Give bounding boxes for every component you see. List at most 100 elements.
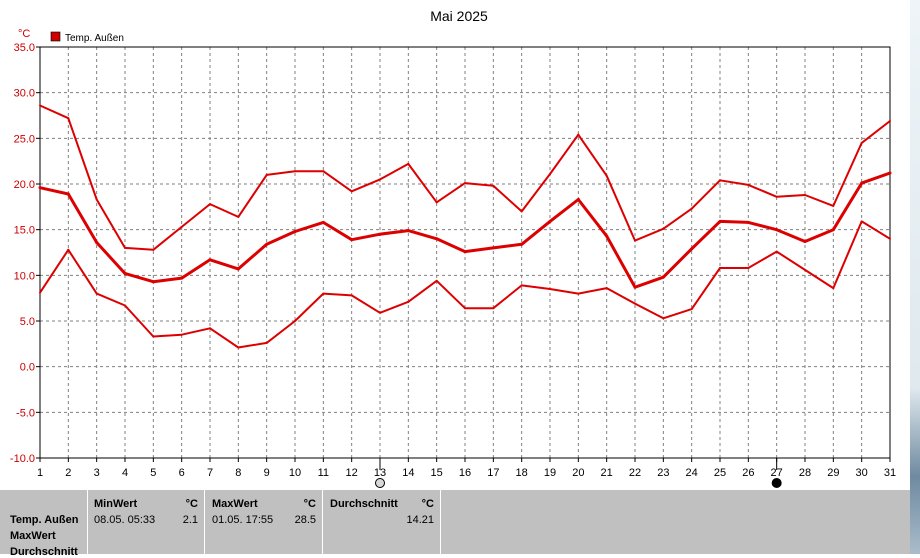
data-point-max — [39, 104, 41, 107]
data-point-min — [435, 279, 438, 282]
stats-max-column: MaxWert °C 01.05. 17:55 28.5 — [205, 490, 323, 554]
x-tick-label: 31 — [884, 467, 896, 479]
data-point-min — [209, 327, 211, 330]
x-tick-label: 19 — [544, 467, 556, 479]
x-tick-label: 17 — [487, 467, 499, 479]
data-point-min — [889, 237, 891, 240]
data-point-max — [67, 117, 70, 120]
x-tick-label: 30 — [856, 467, 868, 479]
data-point-max — [690, 207, 693, 210]
data-point-avg — [321, 220, 325, 224]
data-point-min — [804, 268, 806, 271]
data-point-max — [322, 170, 325, 173]
data-point-avg — [491, 246, 495, 250]
min-date: 08.05. 05:33 — [94, 514, 156, 526]
y-tick-label: -5.0 — [16, 407, 35, 419]
data-point-max — [662, 227, 665, 230]
y-tick-label: 15.0 — [14, 225, 35, 237]
chart-title: Mai 2025 — [430, 8, 488, 24]
data-point-avg — [633, 285, 637, 289]
data-point-min — [379, 311, 381, 314]
stats-avg-column: Durchschnitt °C 14.21 — [323, 490, 441, 554]
max-unit: °C — [303, 498, 316, 510]
data-point-min — [464, 307, 466, 310]
x-tick-label: 18 — [516, 467, 528, 479]
x-tick-label: 24 — [686, 467, 698, 479]
data-point-avg — [435, 237, 439, 241]
data-point-avg — [406, 229, 410, 233]
data-point-min — [860, 220, 863, 223]
y-tick-label: 10.0 — [14, 270, 35, 282]
x-tick-label: 5 — [150, 467, 156, 479]
data-point-max — [492, 184, 495, 187]
data-point-max — [435, 201, 438, 204]
data-point-max — [889, 119, 891, 122]
y-tick-label: 30.0 — [14, 88, 35, 100]
data-point-avg — [463, 250, 467, 254]
data-point-avg — [576, 198, 580, 202]
data-point-avg — [803, 240, 807, 244]
stats-row-label-max: MaxWert — [10, 530, 56, 542]
x-tick-label: 25 — [714, 467, 726, 479]
data-point-avg — [888, 171, 892, 175]
x-tick-label: 4 — [122, 467, 128, 479]
data-point-avg — [236, 267, 240, 271]
data-point-min — [634, 302, 636, 305]
legend-label: Temp. Außen — [65, 33, 124, 44]
data-point-avg — [208, 258, 212, 262]
data-point-avg — [350, 238, 354, 242]
moon-full-outline-icon — [375, 478, 385, 488]
data-point-max — [549, 172, 551, 175]
data-point-min — [124, 304, 126, 307]
data-point-max — [464, 182, 466, 185]
data-point-max — [294, 170, 296, 173]
avg-unit: °C — [421, 498, 434, 510]
grid-lines — [40, 47, 890, 458]
data-point-max — [605, 174, 608, 177]
data-point-avg — [860, 181, 864, 185]
data-point-max — [775, 195, 778, 198]
y-tick-label: 25.0 — [14, 133, 35, 145]
x-tick-label: 16 — [459, 467, 471, 479]
data-point-max — [577, 133, 580, 136]
x-tick-label: 28 — [799, 467, 811, 479]
data-point-max — [180, 225, 183, 228]
data-point-max — [860, 141, 863, 144]
data-point-max — [379, 178, 381, 181]
x-tick-label: 12 — [346, 467, 358, 479]
data-point-avg — [66, 192, 70, 196]
stats-labels-column: Temp. Außen MaxWert Durchschnitt — [0, 490, 88, 558]
data-point-max — [95, 198, 98, 201]
max-header: MaxWert — [212, 498, 258, 510]
max-value: 28.5 — [294, 514, 316, 526]
data-point-min — [549, 288, 551, 291]
x-tick-label: 20 — [572, 467, 584, 479]
data-point-min — [605, 287, 608, 290]
x-tick-label: 26 — [742, 467, 754, 479]
y-tick-label: 35.0 — [14, 42, 35, 54]
data-point-avg — [293, 229, 297, 233]
x-axis-ticks: 1 2 3 4 5 6 7 8 9 10 11 12 13 14 15 16 17 18 19 20 21 22 23 24 2… — [37, 458, 896, 479]
data-point-min — [719, 267, 721, 270]
data-point-min — [265, 341, 268, 344]
y-axis-unit-label: °C — [18, 28, 30, 40]
x-tick-label: 13 — [374, 467, 386, 479]
data-point-min — [152, 335, 155, 338]
y-tick-label: -10.0 — [10, 453, 35, 465]
x-tick-label: 10 — [289, 467, 301, 479]
x-tick-label: 23 — [657, 467, 669, 479]
data-point-avg — [520, 242, 524, 246]
data-point-max — [804, 193, 806, 196]
data-point-max — [719, 179, 721, 182]
min-header: MinWert — [94, 498, 138, 510]
data-point-avg — [746, 220, 750, 224]
y-tick-label: 5.0 — [20, 316, 35, 328]
stats-row-label-avg: Durchschnitt — [10, 546, 78, 558]
data-point-avg — [123, 272, 127, 276]
legend-swatch — [50, 31, 61, 42]
data-point-max — [124, 246, 126, 249]
max-date: 01.05. 17:55 — [212, 514, 274, 526]
data-point-max — [634, 239, 636, 242]
data-point-avg — [378, 232, 382, 236]
min-unit: °C — [185, 498, 198, 510]
